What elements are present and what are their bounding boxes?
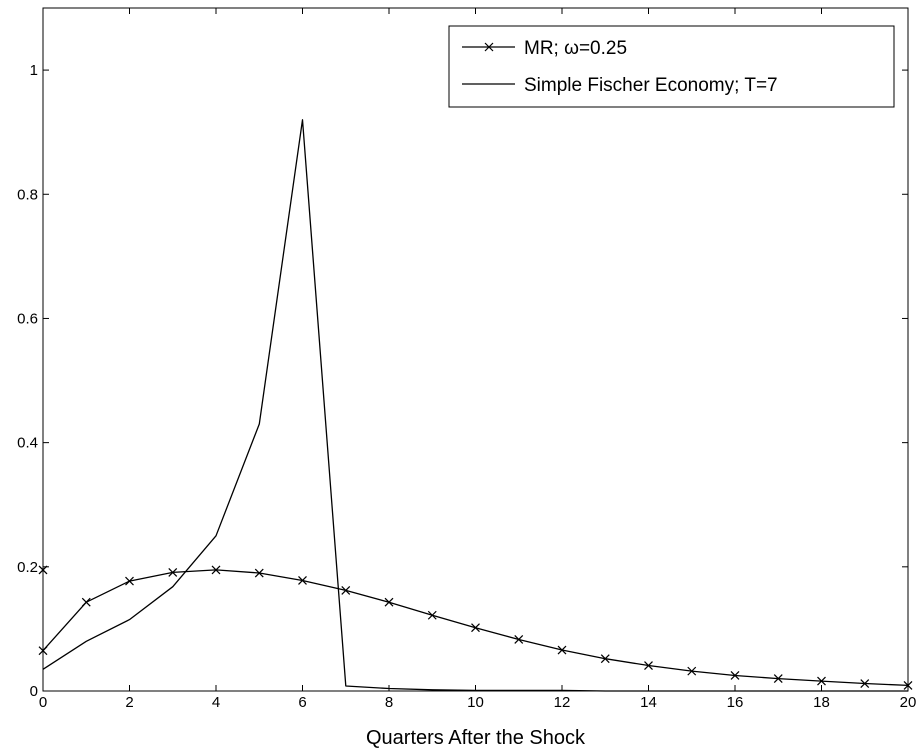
series-layer bbox=[38, 119, 913, 692]
series-0-point-10 bbox=[471, 623, 480, 633]
x-tick-label-9: 18 bbox=[813, 694, 830, 711]
annotation-layer bbox=[38, 565, 48, 575]
series-0-point-12 bbox=[557, 645, 567, 655]
series-0-point-17 bbox=[773, 674, 783, 684]
series-0-point-4 bbox=[211, 565, 221, 575]
y-tick-label-3: 0.6 bbox=[17, 310, 38, 327]
plot-area bbox=[42, 7, 909, 692]
series-0-point-6 bbox=[298, 576, 307, 585]
legend: MR; ω=0.25 Simple Fischer Economy; T=7 bbox=[448, 25, 895, 108]
series-0-point-1 bbox=[81, 597, 91, 607]
series-line-1 bbox=[42, 119, 908, 692]
x-tick-label-8: 16 bbox=[727, 694, 744, 711]
series-0-point-2 bbox=[125, 576, 134, 586]
series-0-point-8 bbox=[384, 597, 394, 607]
y-tick-label-5: 1 bbox=[30, 62, 38, 79]
series-0-point-11 bbox=[514, 635, 524, 644]
x-tick-label-7: 14 bbox=[640, 694, 657, 711]
series-0-point-0 bbox=[38, 646, 48, 656]
y-tick-label-4: 0.8 bbox=[17, 186, 38, 203]
series-0-point-3 bbox=[168, 567, 178, 577]
x-tick-label-5: 10 bbox=[467, 694, 484, 711]
x-tick-label-0: 0 bbox=[39, 694, 47, 711]
x-tick-label-2: 4 bbox=[212, 694, 220, 711]
series-0-point-18 bbox=[817, 676, 826, 686]
x-tick-label-6: 12 bbox=[554, 694, 571, 711]
series-0-point-20 bbox=[903, 680, 913, 690]
x-tick-label-4: 8 bbox=[385, 694, 393, 711]
legend-box bbox=[448, 25, 895, 108]
series-0-point-9 bbox=[427, 610, 437, 620]
series-0-point-16 bbox=[730, 671, 740, 680]
x-tick-label-3: 6 bbox=[298, 694, 306, 711]
series-0-point-19 bbox=[860, 679, 870, 688]
series-0-point-13 bbox=[600, 654, 610, 664]
series-0-point-5 bbox=[254, 568, 264, 578]
legend-label-mr: MR; ω=0.25 bbox=[524, 38, 627, 59]
y-tick-label-1: 0.2 bbox=[17, 559, 38, 576]
series-0-point-7 bbox=[341, 585, 351, 595]
series-0-point-15 bbox=[687, 666, 697, 676]
y-tick-label-0: 0 bbox=[30, 683, 38, 700]
x-axis-title: Quarters After the Shock bbox=[366, 727, 586, 748]
axis-ticks: 0 2 4 6 8 10 12 14 16 18 20 0 0.2 0.4 0.6 0.8 1 bbox=[17, 8, 916, 711]
x-tick-label-1: 2 bbox=[125, 694, 133, 711]
x-tick-label-10: 20 bbox=[900, 694, 917, 711]
series-0-point-14 bbox=[644, 661, 653, 670]
legend-marker-mr bbox=[484, 42, 494, 52]
y-tick-label-2: 0.4 bbox=[17, 435, 38, 452]
legend-label-fischer: Simple Fischer Economy; T=7 bbox=[524, 75, 778, 96]
annotation-marker-0 bbox=[38, 565, 48, 575]
